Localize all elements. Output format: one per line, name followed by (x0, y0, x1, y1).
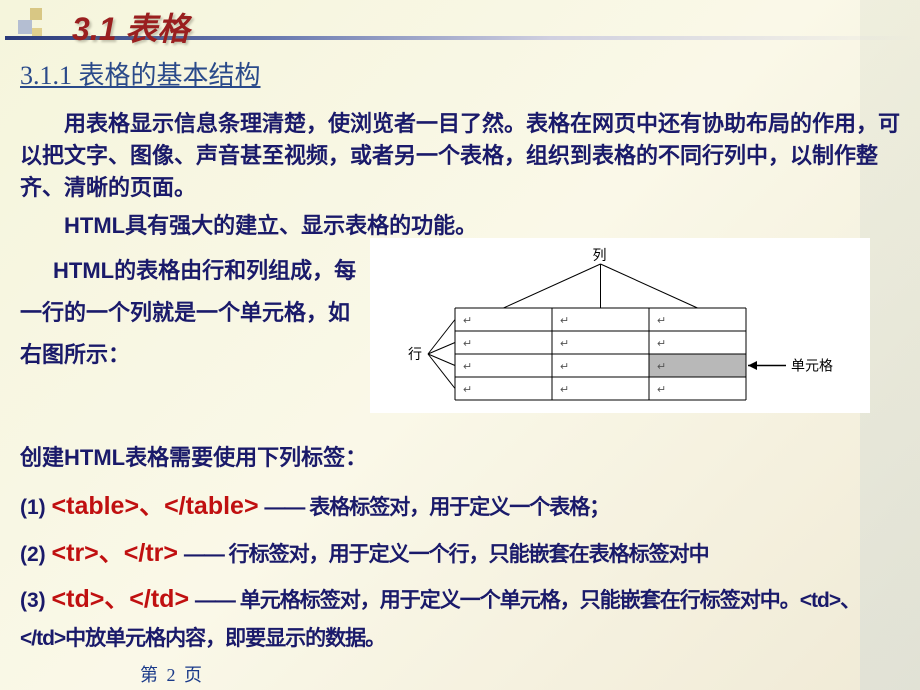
section-title: 3.1 表格 (72, 4, 189, 50)
svg-text:行: 行 (408, 347, 422, 363)
svg-text:↵: ↵ (657, 361, 666, 373)
svg-text:↵: ↵ (463, 361, 472, 373)
tag-desc: —— 行标签对，用于定义一个行，只能嵌套在表格标签对中 (184, 543, 709, 566)
svg-text:↵: ↵ (560, 361, 569, 373)
page-footer: 第 2 页 (140, 661, 204, 687)
tag-red: <tr>、</tr> (52, 539, 178, 567)
svg-text:单元格: 单元格 (791, 359, 833, 375)
svg-text:↵: ↵ (560, 338, 569, 350)
svg-text:↵: ↵ (657, 315, 666, 327)
tag-num: (1) (20, 496, 46, 519)
tag-red: <td>、</td> (52, 585, 190, 613)
svg-text:↵: ↵ (560, 315, 569, 327)
svg-text:↵: ↵ (657, 338, 666, 350)
svg-text:↵: ↵ (463, 338, 472, 350)
paragraph-intro: 用表格显示信息条理清楚，使浏览者一目了然。表格在网页中还有协助布局的作用，可以把… (20, 108, 900, 204)
paragraph-html-power: HTML具有强大的建立、显示表格的功能。 (20, 208, 900, 240)
tag-num: (3) (20, 589, 46, 612)
tag-desc: —— 表格标签对，用于定义一个表格； (264, 496, 609, 519)
svg-text:↵: ↵ (657, 384, 666, 396)
tag-red: <table>、</table> (52, 492, 259, 520)
paragraph-structure: HTML的表格由行和列组成，每一行的一个列就是一个单元格，如右图所示： (20, 250, 360, 375)
table-structure-diagram: ↵ ↵ ↵ ↵ ↵ ↵ ↵ ↵ ↵ ↵ ↵ ↵ 列行单元格 (370, 238, 870, 413)
tag-item-table: (1) <table>、</table> —— 表格标签对，用于定义一个表格； (20, 485, 900, 528)
tag-item-tr: (2) <tr>、</tr> —— 行标签对，用于定义一个行，只能嵌套在表格标签… (20, 532, 900, 575)
tag-num: (2) (20, 543, 46, 566)
svg-text:列: 列 (593, 248, 607, 264)
corner-decoration (0, 0, 50, 50)
tag-item-td: (3) <td>、</td> —— 单元格标签对，用于定义一个单元格，只能嵌套在… (20, 578, 900, 656)
svg-text:↵: ↵ (560, 384, 569, 396)
svg-text:↵: ↵ (463, 315, 472, 327)
svg-text:↵: ↵ (463, 384, 472, 396)
section-subtitle: 3.1.1 表格的基本结构 (20, 55, 261, 92)
paragraph-tags-intro: 创建HTML表格需要使用下列标签： (20, 440, 367, 472)
